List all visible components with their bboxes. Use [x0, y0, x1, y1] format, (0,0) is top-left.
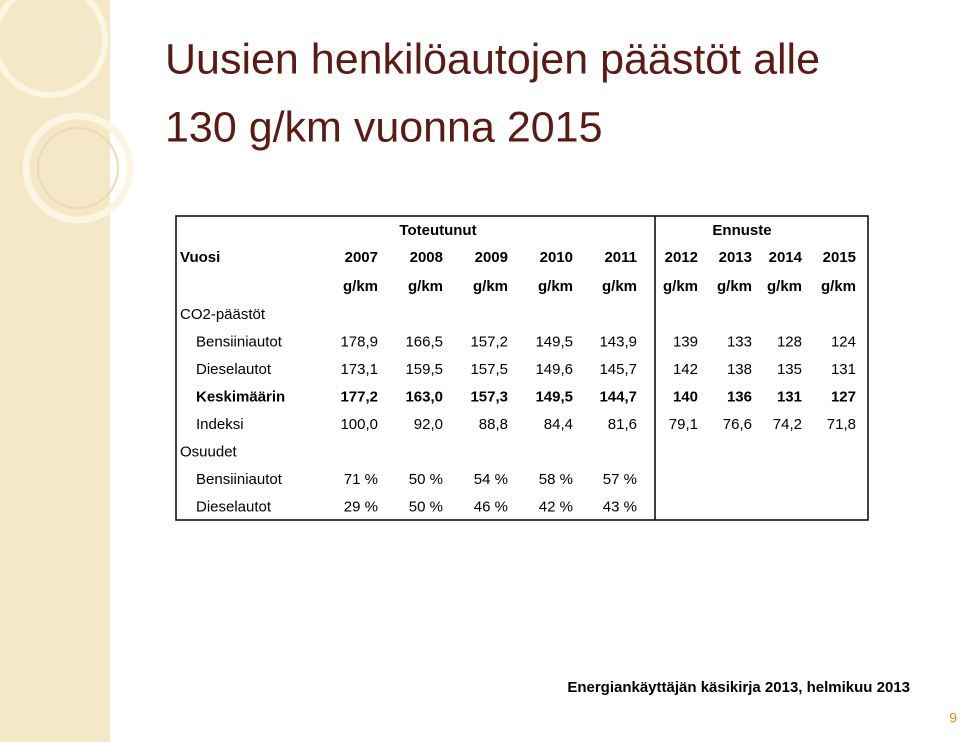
unit: g/km — [538, 278, 573, 295]
cell: 135 — [777, 361, 802, 378]
group-header: Ennuste — [712, 222, 771, 239]
cell: 79,1 — [669, 416, 698, 433]
unit: g/km — [602, 278, 637, 295]
year: 2011 — [604, 249, 637, 266]
cell: 149,5 — [535, 388, 573, 405]
cell: 54 % — [474, 471, 508, 488]
cell: 157,2 — [470, 333, 508, 350]
cell: 74,2 — [773, 416, 802, 433]
cell: 76,6 — [723, 416, 752, 433]
row-label: Indeksi — [196, 416, 244, 433]
row-label: Bensiiniautot — [196, 471, 283, 488]
cell: 29 % — [344, 498, 378, 515]
cell: 133 — [727, 333, 752, 350]
cell: 100,0 — [340, 416, 378, 433]
row-label: Dieselautot — [196, 498, 272, 515]
cell: 163,0 — [405, 388, 443, 405]
section-label: Osuudet — [180, 443, 238, 460]
unit: g/km — [663, 278, 698, 295]
unit: g/km — [473, 278, 508, 295]
cell: 124 — [831, 333, 856, 350]
year: 2008 — [410, 249, 443, 266]
title-line: 130 g/km vuonna 2015 — [165, 103, 603, 151]
unit: g/km — [717, 278, 752, 295]
cell: 131 — [831, 361, 856, 378]
row-label: Dieselautot — [196, 361, 272, 378]
cell: 159,5 — [405, 361, 443, 378]
cell: 140 — [673, 388, 698, 405]
cell: 173,1 — [340, 361, 378, 378]
table-border — [175, 215, 869, 521]
cell: 127 — [831, 388, 856, 405]
year: 2012 — [665, 249, 698, 266]
source: Energiankäyttäjän käsikirja 2013, helmik… — [567, 679, 910, 696]
cell: 138 — [727, 361, 752, 378]
cell: 71 % — [344, 471, 378, 488]
cell: 46 % — [474, 498, 508, 515]
cell: 166,5 — [405, 333, 443, 350]
unit: g/km — [821, 278, 856, 295]
year: 2015 — [823, 249, 856, 266]
cell: 149,6 — [535, 361, 573, 378]
cell: 144,7 — [599, 388, 637, 405]
cell: 178,9 — [340, 333, 378, 350]
cell: 88,8 — [479, 416, 508, 433]
cell: 84,4 — [544, 416, 573, 433]
cell: 136 — [727, 388, 752, 405]
cell: 143,9 — [599, 333, 637, 350]
cell: 81,6 — [608, 416, 637, 433]
cell: 145,7 — [599, 361, 637, 378]
cell: 50 % — [409, 498, 443, 515]
cell: 142 — [673, 361, 698, 378]
cell: 42 % — [539, 498, 573, 515]
cell: 57 % — [603, 471, 637, 488]
cell: 92,0 — [414, 416, 443, 433]
year: 2014 — [769, 249, 803, 266]
unit: g/km — [408, 278, 443, 295]
year: 2009 — [475, 249, 508, 266]
cell: 43 % — [603, 498, 637, 515]
year: 2013 — [719, 249, 752, 266]
cell: 177,2 — [340, 388, 378, 405]
table-cells: 2007 2008 2009 2010 2011 2012 2013 2014 2015 g/km… — [180, 249, 856, 516]
title-line: Uusien henkilöautojen päästöt alle — [165, 35, 820, 83]
cell: 58 % — [539, 471, 573, 488]
year: 2007 — [345, 249, 378, 266]
unit: g/km — [343, 278, 378, 295]
cell: 139 — [673, 333, 698, 350]
decoration — [0, 0, 134, 742]
section-label: CO2-päästöt — [180, 306, 266, 323]
unit: g/km — [767, 278, 802, 295]
cell: 128 — [777, 333, 802, 350]
page-number: 9 — [949, 710, 957, 726]
cell: 157,5 — [470, 361, 508, 378]
row-label: Bensiiniautot — [196, 333, 283, 350]
cell: 71,8 — [827, 416, 856, 433]
group-header: Toteutunut — [399, 222, 476, 239]
row-header: Vuosi — [180, 249, 220, 266]
cell: 157,3 — [470, 388, 508, 405]
cell: 149,5 — [535, 333, 573, 350]
cell: 50 % — [409, 471, 443, 488]
row-label: Keskimäärin — [196, 388, 285, 405]
year: 2010 — [540, 249, 573, 266]
cell: 131 — [777, 388, 802, 405]
